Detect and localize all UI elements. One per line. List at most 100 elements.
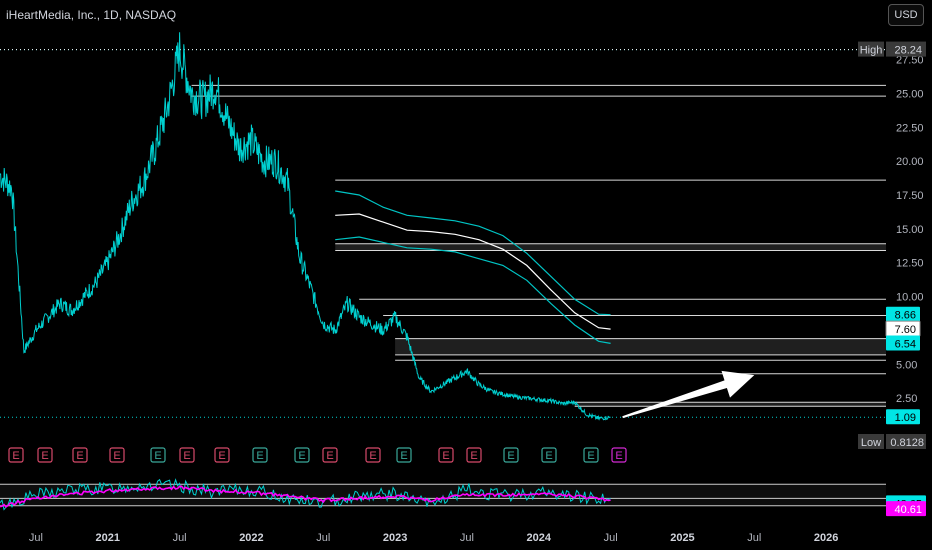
arrow-shape [622,370,755,419]
high-marker: High 28.24 [858,41,926,57]
earnings-marker-label: E [183,450,190,462]
band-middle-line [335,213,611,330]
earnings-marker: E [365,447,381,463]
earnings-marker-box [438,447,454,463]
low-value-bg [886,434,926,449]
earnings-marker-box [150,447,166,463]
chart-title: iHeartMedia, Inc., 1D, NASDAQ [6,8,177,22]
earnings-marker-box [214,447,230,463]
earnings-marker: E [72,447,88,463]
earnings-marker-box [396,447,412,463]
price-tick-label: 15.00 [896,224,924,236]
earnings-marker: E [109,447,125,463]
time-axis-label: Jul [460,532,474,544]
price-tick-label: 17.50 [896,190,924,202]
oscillator-pane: 43.6540.61 [0,478,926,516]
time-axis-label: Jul [604,532,618,544]
time-axis-label: 2025 [670,532,694,544]
earnings-marker-box [503,447,519,463]
price-tick-label: 22.50 [896,122,924,134]
price-tick-label: 10.00 [896,292,924,304]
price-tag: 1.09 [886,409,920,425]
earnings-marker: E [214,447,230,463]
price-line [0,32,611,421]
time-axis-label: Jul [173,532,187,544]
level-zone [335,243,886,251]
price-tag: 6.54 [886,335,920,351]
earnings-marker-box [322,447,338,463]
price-tick-label: 12.50 [896,258,924,270]
high-value: 28.24 [894,45,922,57]
earnings-marker-box [252,447,268,463]
osc-line [0,478,611,511]
band-lower-line [335,236,611,344]
earnings-marker-label: E [76,450,83,462]
earnings-marker: E [294,447,310,463]
time-axis-label: Jul [316,532,330,544]
earnings-marker: E [150,447,166,463]
price-tag: 7.60 [885,320,921,337]
price-tag-bg [886,409,920,425]
earnings-marker-box [583,447,599,463]
trend-bands [335,190,611,344]
time-axis[interactable]: Jul 2021 Jul 2022 Jul 2023 Jul 2024 Jul 2025 Jul 20… [29,532,838,544]
earnings-marker-label: E [545,450,552,462]
high-label: High [860,45,883,57]
earnings-marker-label: E [41,450,48,462]
time-axis-label: Jul [747,532,761,544]
earnings-marker-box [466,447,482,463]
earnings-marker: E [179,447,195,463]
currency-button[interactable]: USD [888,4,924,26]
earnings-marker: E [503,447,519,463]
earnings-marker: E [466,447,482,463]
earnings-marker-label: E [587,450,594,462]
price-tags: High 28.24 8.66 7.60 6.54 1.09 Low 0.8128 [858,41,926,449]
price-tick-label: 20.00 [896,156,924,168]
earnings-marker-label: E [298,450,305,462]
level-zone [574,402,886,407]
price-tag-text: 6.54 [895,338,916,350]
price-tag-text: 7.60 [895,324,916,336]
band-upper-line [335,190,611,316]
price-axis[interactable]: 27.50 25.00 22.50 20.00 17.50 15.00 12.50 10.00… [896,55,924,406]
time-axis-label: 2022 [239,532,263,544]
earnings-marker: E [37,447,53,463]
earnings-marker-box [8,447,24,463]
earnings-marker: E [541,447,557,463]
price-tag-text: 1.09 [895,412,916,424]
earnings-marker-box [611,447,627,463]
earnings-marker-label: E [12,450,19,462]
high-label-bg [858,41,884,57]
price-tag-text: 8.66 [895,310,916,322]
indicator-tag: 40.61 [886,501,926,516]
price-tag-bg [886,306,920,322]
earnings-marker-label: E [113,450,120,462]
earnings-marker: E [438,447,454,463]
price-tick-label: 27.50 [896,55,924,67]
low-label-bg [858,434,884,449]
earnings-marker-box [294,447,310,463]
earnings-marker-label: E [615,450,622,462]
indicator-tag-bg [886,501,926,517]
horizontal-levels [0,49,886,418]
earnings-marker: E [322,447,338,463]
low-marker: Low 0.8128 [858,434,926,449]
price-tick-label: 2.50 [896,393,917,405]
earnings-marker-label: E [470,450,477,462]
earnings-marker-box [109,447,125,463]
time-axis-label: Jul [29,532,43,544]
earnings-marker-label: E [326,450,333,462]
osc-signal-line [0,485,611,508]
earnings-marker-label: E [442,450,449,462]
earnings-marker-box [365,447,381,463]
price-tag-bg [886,335,920,351]
earnings-marker: E [583,447,599,463]
time-axis-label: 2026 [814,532,838,544]
price-tick-label: 5.00 [896,359,917,371]
price-tag: 8.66 [886,306,920,322]
level-zone [395,338,886,355]
earnings-marker-label: E [256,450,263,462]
projection-arrow [622,370,755,419]
